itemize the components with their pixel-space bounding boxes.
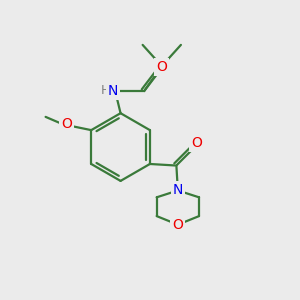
- Text: O: O: [156, 60, 167, 74]
- Text: O: O: [172, 218, 183, 232]
- Text: H: H: [100, 84, 110, 97]
- Text: O: O: [61, 117, 72, 131]
- Text: O: O: [192, 136, 203, 150]
- Text: N: N: [108, 83, 119, 98]
- Text: N: N: [173, 184, 183, 197]
